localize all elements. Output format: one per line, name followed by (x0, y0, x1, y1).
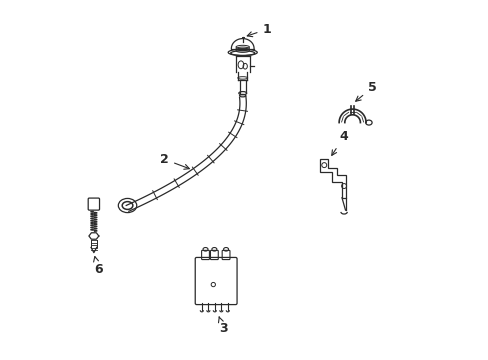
Text: 5: 5 (355, 81, 376, 101)
Text: 3: 3 (218, 317, 227, 335)
Text: 4: 4 (331, 130, 347, 156)
Text: 1: 1 (247, 23, 271, 37)
Text: 2: 2 (160, 153, 189, 169)
Text: 6: 6 (93, 257, 102, 276)
